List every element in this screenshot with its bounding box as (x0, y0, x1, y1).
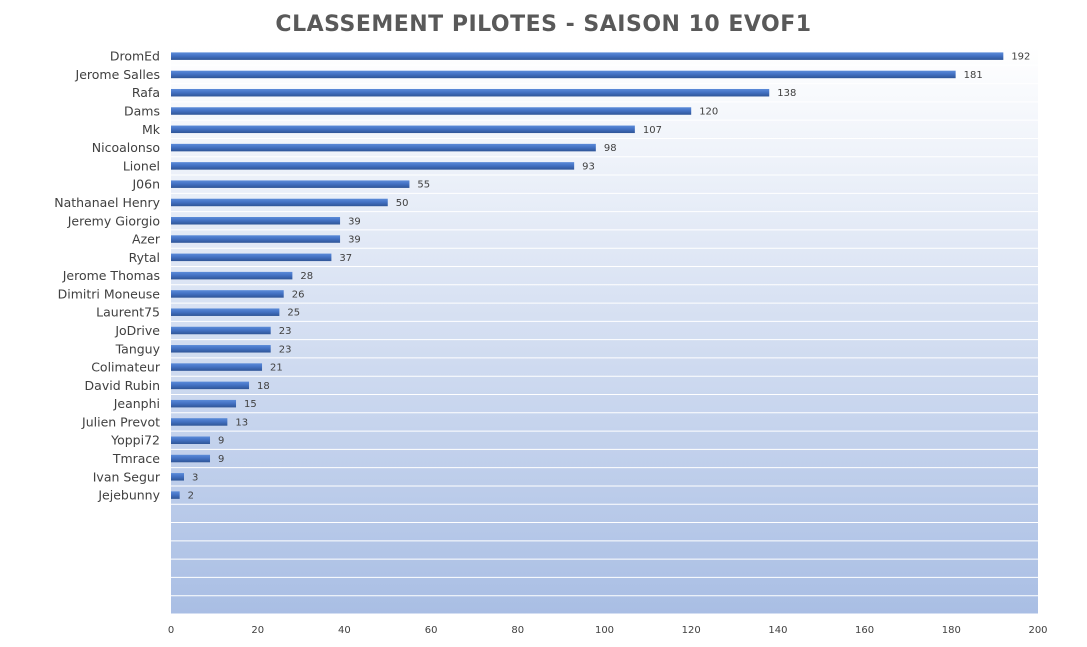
x-axis-ticks: 0 20 40 60 80 100 120 140 160 180 200 (168, 625, 1048, 636)
bar (171, 253, 332, 262)
category-label: Jeremy Giorgio (67, 213, 160, 228)
bar (171, 473, 185, 481)
category-label: Ivan Segur (93, 469, 161, 484)
bar (171, 143, 596, 152)
x-tick-label: 160 (855, 625, 874, 636)
category-label: Laurent75 (96, 305, 160, 320)
bar (171, 70, 956, 79)
category-label: Tanguy (115, 341, 161, 356)
data-label: 181 (964, 70, 983, 81)
data-label: 21 (270, 363, 283, 374)
category-label: Rytal (129, 250, 160, 265)
bar (171, 399, 237, 408)
x-tick-label: 60 (425, 625, 438, 636)
value-labels: 1921811381201079893555039393728262523232… (188, 52, 1031, 502)
category-label: Jerome Salles (75, 67, 160, 82)
data-label: 37 (339, 253, 352, 264)
bar (171, 308, 280, 316)
plot-background (171, 47, 1038, 614)
x-tick-label: 120 (682, 625, 701, 636)
category-label: Dams (124, 104, 160, 119)
bar (171, 52, 1004, 60)
bar (171, 363, 263, 371)
x-tick-label: 100 (595, 625, 614, 636)
x-tick-label: 200 (1028, 625, 1047, 636)
data-label: 2 (188, 491, 194, 502)
category-label: Mk (142, 122, 161, 137)
bar (171, 326, 271, 335)
data-label: 120 (699, 107, 718, 118)
bar (171, 180, 410, 188)
bar (171, 345, 271, 353)
x-tick-label: 80 (511, 625, 524, 636)
category-label: Yoppi72 (110, 433, 160, 448)
data-label: 23 (279, 344, 292, 355)
category-label: Dimitri Moneuse (58, 286, 161, 301)
bar (171, 198, 388, 207)
bar (171, 88, 770, 97)
x-tick-label: 0 (168, 625, 174, 636)
data-label: 98 (604, 143, 617, 154)
bar (171, 454, 211, 463)
bar (171, 125, 635, 134)
category-label: Nicoalonso (92, 140, 160, 155)
data-label: 9 (218, 436, 224, 447)
bar (171, 235, 341, 243)
data-label: 93 (582, 161, 595, 172)
data-label: 3 (192, 472, 198, 483)
x-tick-label: 20 (251, 625, 264, 636)
data-label: 25 (287, 308, 300, 319)
data-label: 192 (1011, 52, 1030, 63)
category-label: Colimateur (91, 360, 161, 375)
bar (171, 162, 575, 170)
category-label: Jerome Thomas (62, 268, 160, 283)
category-label: Jeanphi (113, 396, 160, 411)
bar (171, 418, 228, 426)
category-label: Azer (132, 232, 161, 247)
bar (171, 290, 284, 298)
x-tick-label: 40 (338, 625, 351, 636)
bar (171, 107, 692, 115)
data-label: 23 (279, 326, 292, 337)
bar (171, 381, 250, 390)
data-label: 39 (348, 216, 361, 227)
category-label: Julien Prevot (81, 414, 160, 429)
category-label: David Rubin (85, 378, 160, 393)
bar (171, 217, 341, 225)
x-tick-label: 140 (768, 625, 787, 636)
bar (171, 436, 211, 444)
data-label: 107 (643, 125, 662, 136)
data-label: 50 (396, 198, 409, 209)
category-label: Tmrace (112, 451, 160, 466)
category-labels: DromEd Jerome Salles Rafa Dams Mk Nicoalonso L… (54, 49, 161, 503)
chart-title: CLASSEMENT PILOTES - SAISON 10 EVOF1 (275, 12, 812, 37)
data-label: 13 (235, 417, 248, 428)
data-label: 9 (218, 454, 224, 465)
category-label: DromEd (110, 49, 160, 64)
category-label: Nathanael Henry (54, 195, 160, 210)
category-label: Rafa (132, 85, 160, 100)
data-label: 15 (244, 399, 257, 410)
category-label: Jejebunny (97, 488, 160, 503)
bar (171, 491, 180, 499)
category-label: J06n (131, 177, 160, 192)
category-label: JoDrive (114, 323, 160, 338)
data-label: 39 (348, 235, 361, 246)
data-label: 55 (417, 180, 430, 191)
bars (171, 52, 1004, 499)
data-label: 28 (300, 271, 313, 282)
category-label: Lionel (123, 158, 160, 173)
bar (171, 271, 293, 280)
data-label: 18 (257, 381, 270, 392)
data-label: 138 (777, 88, 796, 99)
gridlines (171, 46, 1038, 615)
data-label: 26 (292, 289, 305, 300)
x-tick-label: 180 (942, 625, 961, 636)
